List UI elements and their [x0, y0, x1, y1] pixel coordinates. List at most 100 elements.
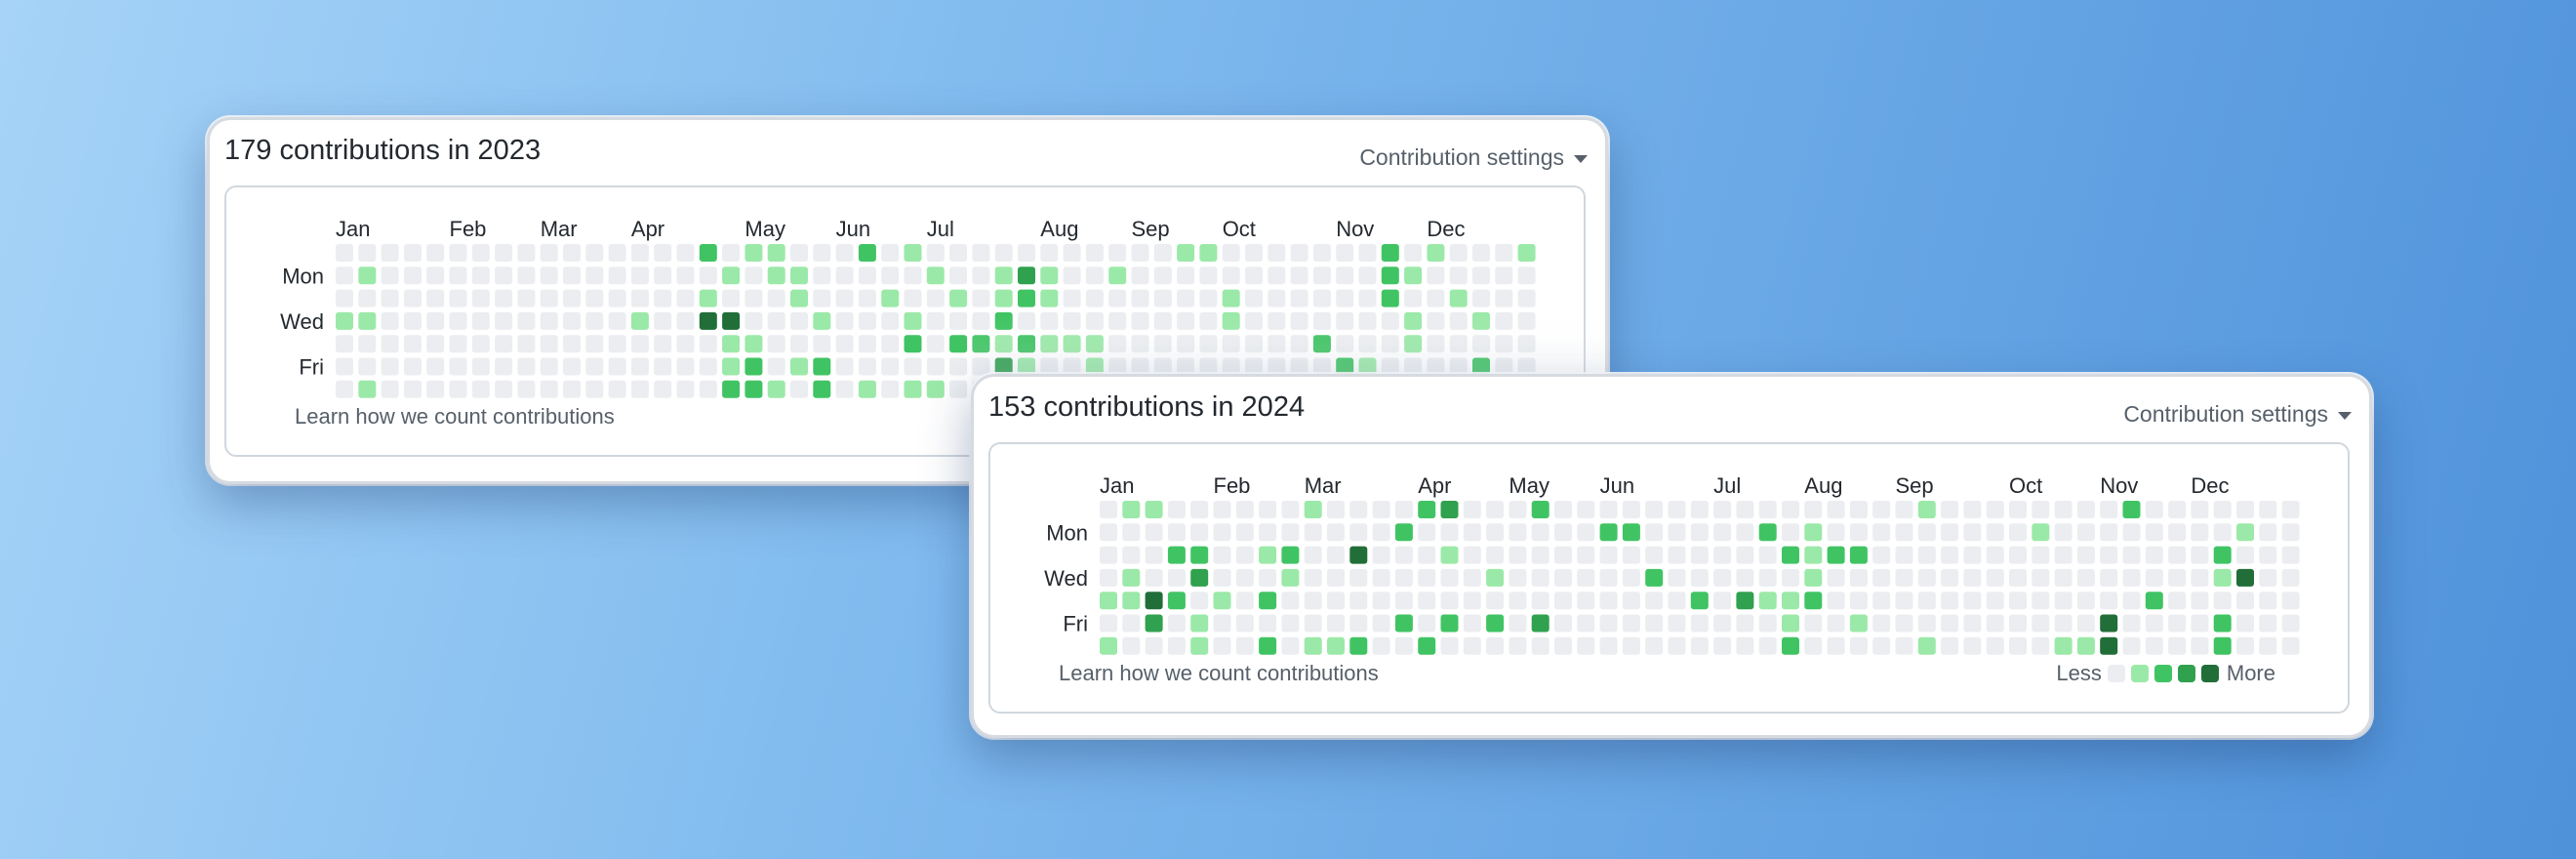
contribution-day-cell[interactable] [1259, 614, 1277, 633]
contribution-day-cell[interactable] [1917, 501, 1936, 518]
contribution-day-cell[interactable] [1199, 357, 1218, 376]
contribution-day-cell[interactable] [2236, 614, 2254, 633]
contribution-day-cell[interactable] [1713, 568, 1732, 587]
contribution-day-cell[interactable] [1122, 568, 1141, 587]
contribution-day-cell[interactable] [2213, 636, 2232, 655]
contribution-day-cell[interactable] [1782, 546, 1799, 564]
contribution-day-cell[interactable] [2054, 592, 2073, 610]
contribution-day-cell[interactable] [403, 311, 422, 330]
contribution-day-cell[interactable] [2100, 568, 2118, 587]
contribution-day-cell[interactable] [1190, 568, 1209, 587]
contribution-day-cell[interactable] [767, 311, 785, 330]
contribution-day-cell[interactable] [1394, 523, 1413, 542]
contribution-day-cell[interactable] [722, 266, 741, 285]
contribution-day-cell[interactable] [1622, 636, 1640, 655]
contribution-day-cell[interactable] [926, 335, 945, 353]
contribution-day-cell[interactable] [1304, 546, 1322, 564]
contribution-day-cell[interactable] [495, 289, 513, 307]
contribution-day-cell[interactable] [1145, 614, 1163, 633]
contribution-day-cell[interactable] [813, 380, 831, 398]
contribution-day-cell[interactable] [540, 266, 558, 285]
contribution-day-cell[interactable] [1645, 546, 1664, 564]
contribution-day-cell[interactable] [1895, 501, 1913, 518]
contribution-day-cell[interactable] [358, 289, 377, 307]
contribution-day-cell[interactable] [1758, 501, 1777, 518]
contribution-day-cell[interactable] [1336, 289, 1354, 307]
contribution-day-cell[interactable] [1312, 311, 1331, 330]
contribution-day-cell[interactable] [2191, 592, 2209, 610]
contribution-day-cell[interactable] [699, 380, 717, 398]
contribution-day-cell[interactable] [1063, 266, 1081, 285]
contribution-day-cell[interactable] [449, 289, 467, 307]
contribution-day-cell[interactable] [1108, 266, 1127, 285]
contribution-day-cell[interactable] [1531, 614, 1550, 633]
contribution-day-cell[interactable] [1040, 357, 1059, 376]
contribution-day-cell[interactable] [2009, 568, 2027, 587]
contribution-day-cell[interactable] [517, 266, 536, 285]
contribution-day-cell[interactable] [1895, 546, 1913, 564]
contribution-day-cell[interactable] [563, 380, 581, 398]
contribution-day-cell[interactable] [608, 311, 626, 330]
contribution-day-cell[interactable] [2076, 546, 2095, 564]
contribution-day-cell[interactable] [585, 266, 604, 285]
contribution-day-cell[interactable] [1040, 244, 1059, 262]
contribution-day-cell[interactable] [1440, 568, 1459, 587]
contribution-day-cell[interactable] [1963, 592, 1982, 610]
contribution-day-cell[interactable] [1040, 335, 1059, 353]
contribution-day-cell[interactable] [1599, 501, 1618, 518]
contribution-day-cell[interactable] [1327, 501, 1345, 518]
contribution-day-cell[interactable] [2236, 501, 2254, 518]
contribution-day-cell[interactable] [972, 311, 990, 330]
contribution-day-cell[interactable] [1427, 244, 1445, 262]
contribution-day-cell[interactable] [1895, 523, 1913, 542]
contribution-day-cell[interactable] [1440, 523, 1459, 542]
contribution-day-cell[interactable] [336, 357, 353, 376]
contribution-day-cell[interactable] [1418, 636, 1436, 655]
contribution-day-cell[interactable] [1358, 244, 1377, 262]
contribution-day-cell[interactable] [1372, 592, 1390, 610]
contribution-day-cell[interactable] [767, 380, 785, 398]
contribution-day-cell[interactable] [2076, 592, 2095, 610]
contribution-day-cell[interactable] [1327, 592, 1345, 610]
contribution-day-cell[interactable] [1290, 289, 1308, 307]
contribution-day-cell[interactable] [1849, 501, 1868, 518]
contribution-day-cell[interactable] [540, 311, 558, 330]
contribution-day-cell[interactable] [1917, 592, 1936, 610]
contribution-day-cell[interactable] [676, 357, 695, 376]
contribution-day-cell[interactable] [1358, 311, 1377, 330]
contribution-day-cell[interactable] [1358, 357, 1377, 376]
contribution-day-cell[interactable] [1827, 546, 1845, 564]
contribution-day-cell[interactable] [926, 311, 945, 330]
contribution-day-cell[interactable] [835, 380, 854, 398]
contribution-day-cell[interactable] [1827, 614, 1845, 633]
contribution-day-cell[interactable] [699, 311, 717, 330]
contribution-day-cell[interactable] [1486, 523, 1505, 542]
contribution-day-cell[interactable] [1668, 592, 1686, 610]
contribution-day-cell[interactable] [881, 357, 900, 376]
contribution-day-cell[interactable] [1131, 311, 1149, 330]
contribution-day-cell[interactable] [1222, 289, 1240, 307]
contribution-day-cell[interactable] [336, 380, 353, 398]
contribution-day-cell[interactable] [1358, 266, 1377, 285]
contribution-day-cell[interactable] [1108, 357, 1127, 376]
contribution-day-cell[interactable] [813, 244, 831, 262]
contribution-day-cell[interactable] [1577, 568, 1595, 587]
contribution-day-cell[interactable] [540, 380, 558, 398]
contribution-day-cell[interactable] [1782, 523, 1799, 542]
contribution-day-cell[interactable] [2168, 501, 2187, 518]
contribution-day-cell[interactable] [1804, 501, 1823, 518]
contribution-day-cell[interactable] [1449, 244, 1468, 262]
contribution-day-cell[interactable] [426, 311, 445, 330]
contribution-day-cell[interactable] [1427, 335, 1445, 353]
contribution-day-cell[interactable] [881, 311, 900, 330]
contribution-day-cell[interactable] [1963, 614, 1982, 633]
contribution-day-cell[interactable] [495, 311, 513, 330]
contribution-day-cell[interactable] [1085, 289, 1104, 307]
contribution-day-cell[interactable] [722, 244, 741, 262]
contribution-day-cell[interactable] [471, 335, 490, 353]
contribution-day-cell[interactable] [2076, 501, 2095, 518]
contribution-day-cell[interactable] [2122, 568, 2141, 587]
contribution-day-cell[interactable] [1199, 266, 1218, 285]
contribution-day-cell[interactable] [1599, 636, 1618, 655]
contribution-day-cell[interactable] [745, 266, 763, 285]
